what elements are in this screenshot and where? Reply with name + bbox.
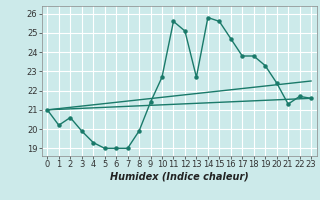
X-axis label: Humidex (Indice chaleur): Humidex (Indice chaleur) [110, 172, 249, 182]
